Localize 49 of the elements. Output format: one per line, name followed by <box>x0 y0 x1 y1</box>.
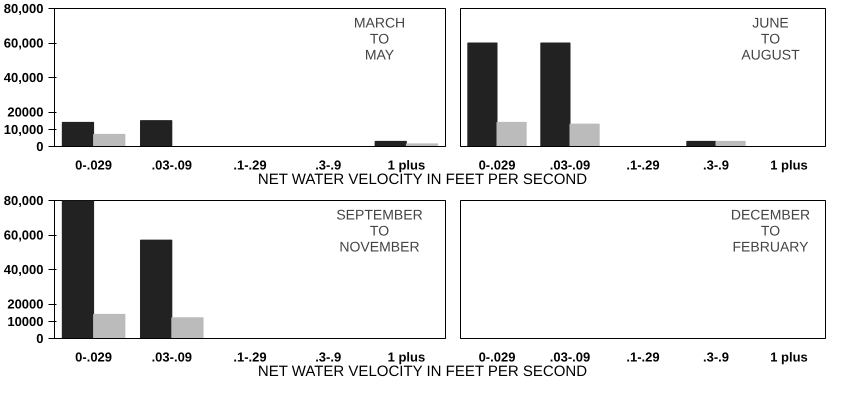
y-tick-label: 40,000 <box>4 262 44 277</box>
bar <box>62 200 94 338</box>
x-tick-label: .1-.29 <box>233 350 267 364</box>
y-tick-label: 20000 <box>7 104 44 120</box>
text: MARCH TO MAY <box>354 14 406 62</box>
x-tick-label: 1 plus <box>388 158 426 172</box>
x-tick-label: .03-.09 <box>550 158 590 172</box>
y-tick-label: 60,000 <box>4 36 44 50</box>
y-tick-label: 40,000 <box>4 70 44 85</box>
text: SEPTEMBER TO NOVEMBER <box>336 206 423 254</box>
y-tick-label: 10,000 <box>4 122 44 137</box>
bar <box>570 124 600 146</box>
y-tick-label: 20000 <box>7 296 44 312</box>
x-tick-label: 0-.029 <box>478 158 516 172</box>
x-tick-label: 1 plus <box>770 158 808 172</box>
x-tick-label: .3-.9 <box>702 158 730 172</box>
bar <box>140 120 172 146</box>
x-tick-label: .1-.29 <box>233 158 267 172</box>
bar <box>62 122 94 146</box>
y-tick-label: 10000 <box>7 314 44 329</box>
x-tick-label: .1-.29 <box>626 350 660 364</box>
y-tick-label: 60,000 <box>4 228 44 242</box>
x-axis-title: NET WATER VELOCITY IN FEET PER SECOND <box>258 171 588 190</box>
x-tick-label: .3-.9 <box>315 350 342 364</box>
bar <box>171 317 204 338</box>
x-tick-label: .03-.09 <box>152 350 192 364</box>
y-tick-label: 0 <box>36 331 44 346</box>
x-tick-label: 1 plus <box>388 350 426 364</box>
x-tick-label: .03-.09 <box>550 350 590 364</box>
bar <box>140 240 172 338</box>
x-tick-label: 0-.029 <box>75 350 112 364</box>
y-tick-label: 80,000 <box>4 193 44 208</box>
x-tick-label: 0-.029 <box>75 158 112 172</box>
y-tick-label: 80,000 <box>4 1 44 16</box>
bar <box>93 314 126 338</box>
y-tick-label: 0 <box>36 139 44 154</box>
x-tick-label: 0-.029 <box>478 350 516 364</box>
text: DECEMBER TO FEBRUARY <box>730 206 810 254</box>
x-tick-label: .3-.9 <box>315 158 342 172</box>
x-tick-label: 1 plus <box>770 350 808 364</box>
text: JUNE TO AUGUST <box>741 14 800 62</box>
x-tick-label: .03-.09 <box>152 158 192 172</box>
x-tick-label: .3-.9 <box>702 350 730 364</box>
bar <box>540 42 570 146</box>
bar <box>467 42 498 146</box>
bar <box>93 134 126 146</box>
bar <box>496 122 527 146</box>
x-tick-label: .1-.29 <box>626 158 660 172</box>
x-axis-title: NET WATER VELOCITY IN FEET PER SECOND <box>258 363 588 382</box>
